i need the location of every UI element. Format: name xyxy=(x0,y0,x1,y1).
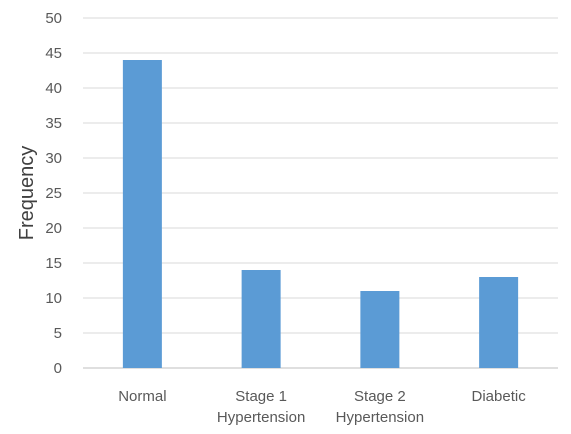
bars xyxy=(122,60,519,368)
y-tick-label: 25 xyxy=(45,185,62,202)
y-tick-label: 10 xyxy=(45,290,62,307)
y-tick-label: 35 xyxy=(45,115,62,132)
bar xyxy=(360,291,400,368)
y-tick-label: 5 xyxy=(54,325,62,342)
y-axis-title: Frequency xyxy=(16,146,38,241)
y-tick-label: 0 xyxy=(54,360,62,377)
x-tick-label: Hypertension xyxy=(217,409,305,426)
bar xyxy=(241,270,281,368)
bar xyxy=(122,60,162,368)
x-axis-ticks: Normal Stage 1 Hypertension Stage 2 Hyperten… xyxy=(118,388,526,426)
y-tick-label: 40 xyxy=(45,80,62,97)
bar xyxy=(479,277,519,368)
x-tick-label: Stage 1 xyxy=(235,388,287,405)
gridlines xyxy=(83,17,558,369)
y-tick-label: 45 xyxy=(45,45,62,62)
x-tick-label: Normal xyxy=(118,388,166,405)
y-tick-label: 15 xyxy=(45,255,62,272)
x-tick-label: Hypertension xyxy=(336,409,424,426)
y-tick-label: 50 xyxy=(45,10,62,27)
y-tick-label: 20 xyxy=(45,220,62,237)
x-tick-label: Diabetic xyxy=(472,388,527,405)
y-tick-label: 30 xyxy=(45,150,62,167)
x-tick-label: Stage 2 xyxy=(354,388,406,405)
y-axis-ticks: 0 5 10 15 20 25 30 35 40 45 50 xyxy=(45,10,62,377)
